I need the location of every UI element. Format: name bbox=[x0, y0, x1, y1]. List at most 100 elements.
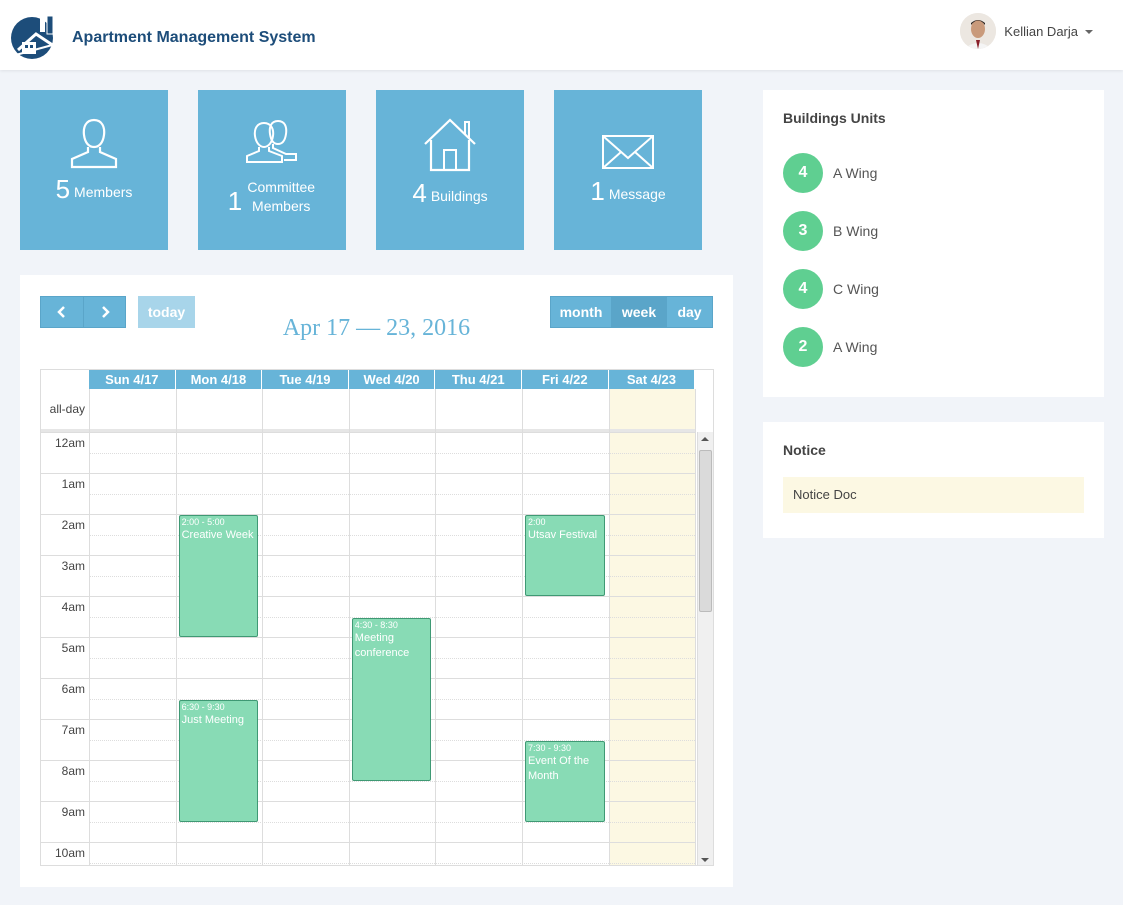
unit-name: A Wing bbox=[833, 339, 878, 355]
hour-line bbox=[41, 801, 696, 802]
calendar-event[interactable]: 2:00 Utsav Festival bbox=[525, 515, 605, 596]
half-hour-line bbox=[89, 493, 696, 495]
hour-label: 8am bbox=[61, 764, 85, 778]
day-column-line bbox=[89, 389, 90, 865]
day-header: Fri 4/22 bbox=[522, 370, 609, 389]
members-label: Members bbox=[74, 184, 133, 200]
calendar-scrollbar[interactable] bbox=[697, 432, 713, 865]
half-hour-line bbox=[89, 616, 696, 618]
unit-count-badge: 3 bbox=[783, 211, 823, 251]
hour-label: 10am bbox=[54, 846, 85, 860]
week-view-button[interactable]: week bbox=[611, 296, 667, 328]
committee-members-count: 1 bbox=[227, 186, 243, 216]
chevron-right-icon bbox=[101, 306, 110, 318]
message-tile[interactable]: 1 Message bbox=[554, 90, 702, 250]
event-time: 7:30 - 9:30 bbox=[528, 742, 572, 753]
day-column-line bbox=[435, 389, 437, 865]
half-hour-line bbox=[89, 780, 696, 782]
next-week-button[interactable] bbox=[83, 296, 126, 328]
day-header: Thu 4/21 bbox=[435, 370, 522, 389]
users-icon bbox=[246, 119, 297, 163]
committee-members-tile[interactable]: 1 Committee Members bbox=[198, 90, 346, 250]
calendar-panel: today month week day Apr 17 — 23, 2016 S… bbox=[20, 275, 733, 887]
chevron-left-icon bbox=[57, 306, 65, 318]
hour-label: 12am bbox=[54, 436, 85, 450]
day-header: Tue 4/19 bbox=[262, 370, 349, 389]
hour-label: 2am bbox=[61, 518, 85, 532]
calendar-event[interactable]: 7:30 - 9:30 Event Of the Month bbox=[525, 740, 605, 822]
day-column-line bbox=[695, 389, 697, 865]
day-header: Mon 4/18 bbox=[175, 370, 263, 389]
hour-label: 6am bbox=[61, 682, 85, 696]
hour-label: 1am bbox=[61, 477, 85, 491]
day-header: Sun 4/17 bbox=[89, 370, 176, 389]
day-column-line bbox=[522, 389, 523, 865]
scroll-thumb[interactable] bbox=[699, 450, 712, 612]
half-hour-line bbox=[89, 821, 696, 823]
unit-name: B Wing bbox=[833, 223, 879, 239]
members-tile[interactable]: 5 Members bbox=[20, 90, 168, 250]
event-time: 2:00 - 5:00 bbox=[181, 517, 225, 527]
day-column-line bbox=[348, 389, 350, 865]
scroll-down-icon[interactable] bbox=[701, 858, 709, 862]
top-bar: Apartment Management System Kellian Darj… bbox=[0, 0, 1123, 70]
hour-line bbox=[41, 473, 696, 474]
event-title: Event Of the Month bbox=[528, 754, 590, 782]
half-hour-line bbox=[89, 575, 696, 577]
buildings-label: Buildings bbox=[430, 188, 488, 204]
committee-members-label: Committee Members bbox=[247, 178, 316, 214]
calendar-event[interactable]: 2:00 - 5:00 Creative Week bbox=[178, 515, 259, 637]
all-day-label: all-day bbox=[49, 402, 85, 416]
hour-line bbox=[41, 555, 696, 556]
unit-item[interactable]: 2 A Wing bbox=[783, 327, 877, 367]
unit-count-badge: 4 bbox=[783, 269, 823, 309]
hour-label: 3am bbox=[61, 559, 85, 573]
calendar-event[interactable]: 6:30 - 9:30 Just Meeting bbox=[178, 699, 259, 822]
today-button[interactable]: today bbox=[138, 296, 195, 328]
avatar[interactable] bbox=[960, 13, 997, 49]
day-column-line bbox=[262, 389, 264, 865]
week-grid: Sun 4/17 Mon 4/18 Tue 4/19 Wed 4/20 Thu 4/21… bbox=[40, 369, 714, 866]
event-title: Creative Week bbox=[181, 529, 254, 541]
members-count: 5 bbox=[55, 174, 71, 204]
unit-item[interactable]: 4 A Wing bbox=[783, 153, 877, 193]
message-count: 1 bbox=[590, 176, 605, 206]
unit-item[interactable]: 3 B Wing bbox=[783, 211, 878, 251]
hour-label: 7am bbox=[61, 723, 85, 737]
event-title: Just Meeting bbox=[181, 713, 244, 726]
caret-down-icon[interactable] bbox=[1085, 30, 1093, 34]
notice-title: Notice bbox=[783, 442, 826, 458]
buildings-count: 4 bbox=[412, 178, 427, 208]
unit-name: C Wing bbox=[833, 281, 879, 297]
message-label: Message bbox=[608, 186, 666, 202]
event-time: 2:00 bbox=[528, 517, 546, 527]
hour-line bbox=[41, 596, 696, 597]
hour-label: 4am bbox=[61, 600, 85, 614]
month-view-button[interactable]: month bbox=[550, 296, 612, 328]
user-name[interactable]: Kellian Darja bbox=[1004, 23, 1078, 39]
notice-doc-item[interactable]: Notice Doc bbox=[783, 477, 1084, 513]
hour-label: 5am bbox=[61, 641, 85, 655]
unit-item[interactable]: 4 C Wing bbox=[783, 269, 879, 309]
buildings-units-panel: Buildings Units 4 A Wing 3 B Wing 4 C Wi… bbox=[763, 90, 1104, 397]
allday-divider bbox=[41, 429, 696, 432]
building-logo-icon[interactable] bbox=[10, 16, 60, 60]
today-column-highlight bbox=[608, 389, 696, 865]
unit-count-badge: 4 bbox=[783, 153, 823, 193]
buildings-units-title: Buildings Units bbox=[783, 110, 886, 126]
prev-week-button[interactable] bbox=[40, 296, 84, 328]
half-hour-line bbox=[89, 862, 696, 864]
day-column-line bbox=[608, 389, 610, 865]
half-hour-line bbox=[89, 534, 696, 536]
envelope-icon bbox=[602, 135, 654, 169]
day-view-button[interactable]: day bbox=[666, 296, 713, 328]
calendar-event[interactable]: 4:30 - 8:30 Meeting conference bbox=[351, 617, 432, 781]
user-avatar-icon bbox=[960, 13, 997, 49]
hour-line bbox=[41, 432, 696, 433]
buildings-tile[interactable]: 4 Buildings bbox=[376, 90, 524, 250]
unit-name: A Wing bbox=[833, 165, 878, 181]
hour-line bbox=[41, 514, 696, 515]
scroll-up-icon[interactable] bbox=[701, 437, 709, 441]
day-header: Sat 4/23 bbox=[608, 370, 696, 389]
user-menu[interactable]: Kellian Darja bbox=[960, 13, 1093, 49]
